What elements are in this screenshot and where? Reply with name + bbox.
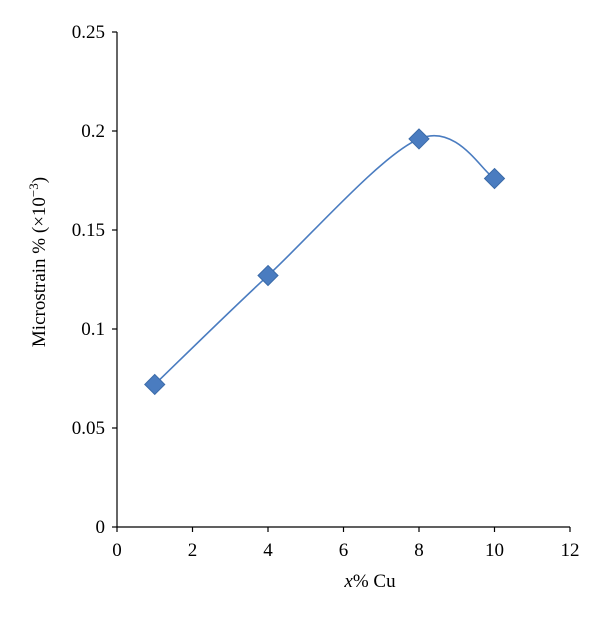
y-tick-label: 0.2 [81, 121, 105, 142]
x-axis-label: x% Cu [343, 571, 396, 592]
x-axis-label-italic: x [343, 571, 353, 592]
data-point-marker [257, 264, 279, 287]
data-point-marker [144, 373, 166, 396]
y-tick-label: 0 [96, 517, 106, 538]
y-tick-label: 0.1 [81, 319, 105, 340]
data-point-marker [408, 128, 430, 150]
data-point-marker [483, 167, 506, 190]
x-tick-label: 0 [112, 540, 122, 561]
y-tick-label: 0.15 [72, 220, 105, 241]
x-tick-label: 12 [561, 540, 580, 561]
y-axis-label-close: ) [29, 177, 50, 183]
x-tick-label: 2 [188, 540, 198, 561]
x-tick-label: 10 [485, 540, 504, 561]
x-axis-label-rest: % Cu [353, 571, 396, 592]
x-tick-label: 6 [339, 540, 349, 561]
y-axis-label: Microstrain % (×10−3) [26, 177, 50, 347]
y-axis-label-main: Microstrain % (×10 [29, 197, 50, 347]
y-axis-ticks: 0 0.05 0.1 0.15 0.2 0.25 [72, 22, 117, 538]
series-layer [144, 128, 506, 396]
x-tick-label: 8 [414, 540, 424, 561]
series-line [154, 135, 495, 386]
y-axis-label-superscript: −3 [26, 183, 41, 197]
y-tick-label: 0.05 [72, 418, 105, 439]
y-tick-label: 0.25 [72, 22, 105, 43]
x-axis-ticks: 0 2 4 6 8 10 12 [112, 527, 580, 561]
x-tick-label: 4 [263, 540, 273, 561]
